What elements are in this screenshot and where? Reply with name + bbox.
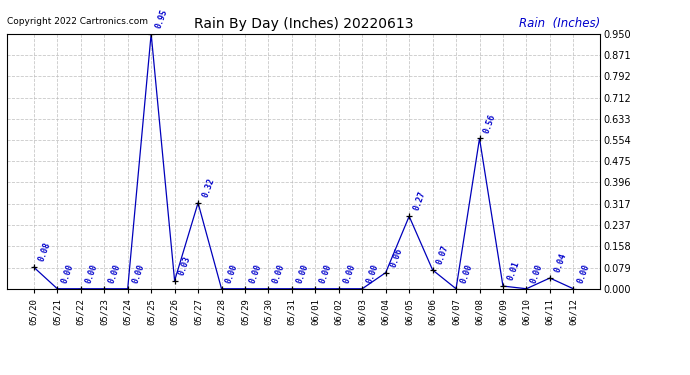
Text: 0.00: 0.00 — [459, 263, 474, 285]
Text: Rain  (Inches): Rain (Inches) — [519, 17, 600, 30]
Text: 0.07: 0.07 — [435, 244, 451, 266]
Text: 0.00: 0.00 — [529, 263, 544, 285]
Text: 0.00: 0.00 — [60, 263, 75, 285]
Text: 0.06: 0.06 — [388, 247, 404, 268]
Text: 0.01: 0.01 — [506, 260, 521, 282]
Text: 0.08: 0.08 — [37, 241, 52, 263]
Text: 0.00: 0.00 — [342, 263, 357, 285]
Text: 0.95: 0.95 — [154, 8, 169, 30]
Text: 0.00: 0.00 — [295, 263, 310, 285]
Text: 0.00: 0.00 — [107, 263, 122, 285]
Text: 0.00: 0.00 — [318, 263, 333, 285]
Text: 0.00: 0.00 — [248, 263, 263, 285]
Text: 0.04: 0.04 — [553, 252, 568, 274]
Text: 0.03: 0.03 — [177, 255, 193, 276]
Text: 0.00: 0.00 — [365, 263, 380, 285]
Text: Copyright 2022 Cartronics.com: Copyright 2022 Cartronics.com — [7, 17, 148, 26]
Text: 0.00: 0.00 — [576, 263, 591, 285]
Text: 0.00: 0.00 — [224, 263, 239, 285]
Text: 0.27: 0.27 — [412, 190, 427, 212]
Text: 0.00: 0.00 — [83, 263, 99, 285]
Text: Rain By Day (Inches) 20220613: Rain By Day (Inches) 20220613 — [194, 17, 413, 31]
Text: 0.32: 0.32 — [201, 177, 216, 199]
Text: 0.00: 0.00 — [130, 263, 146, 285]
Text: 0.00: 0.00 — [271, 263, 286, 285]
Text: 0.56: 0.56 — [482, 112, 497, 134]
